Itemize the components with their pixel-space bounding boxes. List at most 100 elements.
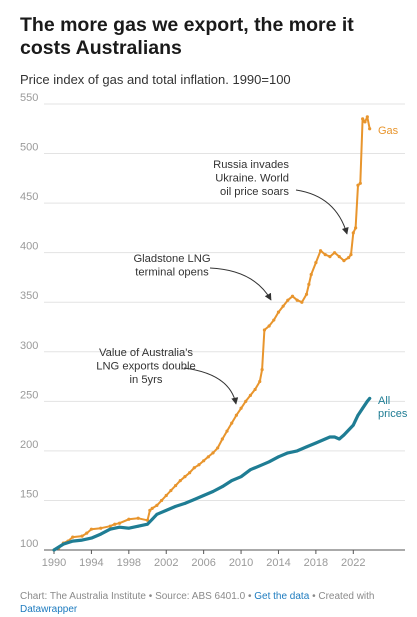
gas-series-label: Gas bbox=[378, 125, 399, 137]
gas-data-point bbox=[349, 253, 353, 257]
gas-data-point bbox=[220, 437, 224, 441]
gas-data-point bbox=[318, 249, 323, 253]
annotation-arrow bbox=[295, 189, 349, 235]
gas-data-point bbox=[127, 517, 131, 521]
gas-data-point bbox=[136, 516, 140, 520]
all-prices-data-point bbox=[174, 504, 177, 508]
gas-data-point bbox=[169, 488, 173, 493]
y-tick-label: 500 bbox=[20, 142, 38, 154]
chart-subtitle: Price index of gas and total inflation. … bbox=[20, 72, 291, 87]
annotation-text: Russia invades bbox=[213, 159, 289, 171]
all-prices-data-point bbox=[305, 445, 308, 449]
all-prices-data-point bbox=[71, 539, 75, 543]
gas-data-point bbox=[267, 324, 271, 328]
gas-data-point bbox=[351, 231, 355, 235]
gas-data-point bbox=[309, 272, 313, 277]
gas-data-point bbox=[117, 521, 122, 525]
all-prices-data-point bbox=[333, 435, 336, 439]
gas-data-point bbox=[192, 466, 196, 470]
gas-data-point bbox=[368, 127, 372, 131]
x-tick-label: 1998 bbox=[117, 557, 141, 569]
gas-data-point bbox=[356, 183, 360, 187]
gas-data-point bbox=[342, 258, 346, 263]
gas-data-point bbox=[155, 503, 159, 507]
y-tick-label: 100 bbox=[20, 538, 38, 550]
gas-data-point bbox=[361, 117, 365, 121]
all-prices-data-point bbox=[80, 538, 84, 542]
gas-data-point bbox=[358, 181, 362, 185]
gas-data-point bbox=[188, 471, 192, 475]
all-prices-data-point bbox=[127, 526, 131, 530]
annotation-text: Value of Australia's bbox=[99, 347, 193, 359]
created-with-text: Created with bbox=[318, 591, 375, 602]
gas-data-point bbox=[290, 294, 295, 298]
gas-data-point bbox=[183, 475, 187, 479]
all-prices-data-point bbox=[164, 508, 168, 512]
annotation-text: Gladstone LNG bbox=[133, 253, 210, 265]
all-prices-data-point bbox=[365, 399, 369, 403]
footer-separator: • bbox=[148, 591, 153, 602]
all-prices-data-point bbox=[361, 406, 365, 410]
all-prices-data-point bbox=[136, 524, 140, 528]
all-prices-data-point bbox=[90, 536, 93, 540]
all-prices-data-point bbox=[239, 475, 243, 479]
all-prices-data-point bbox=[368, 396, 372, 400]
gas-data-point bbox=[295, 298, 299, 302]
all-prices-data-point bbox=[356, 413, 360, 417]
get-data-link[interactable]: Get the data bbox=[254, 591, 310, 602]
gas-data-point bbox=[234, 413, 238, 417]
x-tick-label: 2022 bbox=[341, 557, 365, 569]
all-prices-series-label: All bbox=[378, 395, 390, 407]
all-prices-data-point bbox=[277, 455, 280, 459]
y-tick-label: 450 bbox=[20, 191, 38, 203]
all-prices-data-point bbox=[150, 517, 154, 521]
x-tick-label: 1990 bbox=[42, 557, 66, 569]
y-tick-label: 200 bbox=[20, 439, 38, 451]
gas-data-point bbox=[71, 535, 75, 539]
y-tick-label: 350 bbox=[20, 290, 38, 302]
gas-data-point bbox=[178, 479, 182, 483]
gas-data-point bbox=[230, 421, 234, 425]
x-tick-label: 1994 bbox=[79, 557, 103, 569]
chart-credit: Chart: The Australia Institute bbox=[20, 591, 146, 602]
all-prices-data-point bbox=[295, 449, 299, 453]
all-prices-data-point bbox=[249, 468, 252, 472]
all-prices-data-point bbox=[108, 527, 112, 531]
all-prices-data-point bbox=[61, 542, 65, 546]
x-tick-label: 2018 bbox=[304, 557, 328, 569]
gas-data-point bbox=[248, 393, 253, 397]
all-prices-data-point bbox=[202, 494, 206, 497]
annotation-text: terminal opens bbox=[135, 267, 209, 279]
all-prices-data-point bbox=[230, 479, 234, 483]
gas-data-point bbox=[80, 534, 84, 538]
gas-data-point bbox=[99, 526, 103, 530]
all-prices-data-point bbox=[52, 548, 56, 552]
gas-data-point bbox=[150, 506, 154, 510]
gas-data-point bbox=[258, 379, 262, 384]
y-tick-label: 550 bbox=[20, 92, 38, 104]
all-prices-data-point bbox=[328, 435, 332, 439]
datawrapper-link[interactable]: Datawrapper bbox=[20, 604, 78, 615]
footer-separator: • bbox=[247, 591, 252, 602]
gas-data-point bbox=[89, 527, 94, 531]
gas-data-point bbox=[206, 455, 210, 459]
gas-data-point bbox=[148, 508, 152, 512]
gas-data-point bbox=[173, 483, 178, 488]
all-prices-data-point bbox=[337, 437, 341, 441]
gas-data-point bbox=[197, 463, 201, 467]
all-prices-data-point bbox=[183, 502, 187, 505]
gas-data-point bbox=[164, 493, 168, 498]
gas-data-point bbox=[244, 399, 248, 403]
gas-data-point bbox=[85, 531, 89, 535]
gas-data-point bbox=[363, 120, 367, 124]
all-prices-data-point bbox=[314, 441, 318, 445]
all-prices-data-point bbox=[323, 437, 327, 441]
gas-data-point bbox=[281, 304, 285, 308]
all-prices-data-point bbox=[99, 532, 103, 536]
gas-data-point bbox=[202, 459, 206, 463]
all-prices-data-point bbox=[155, 512, 159, 516]
gas-data-point bbox=[262, 328, 267, 332]
all-prices-data-point bbox=[286, 451, 290, 455]
